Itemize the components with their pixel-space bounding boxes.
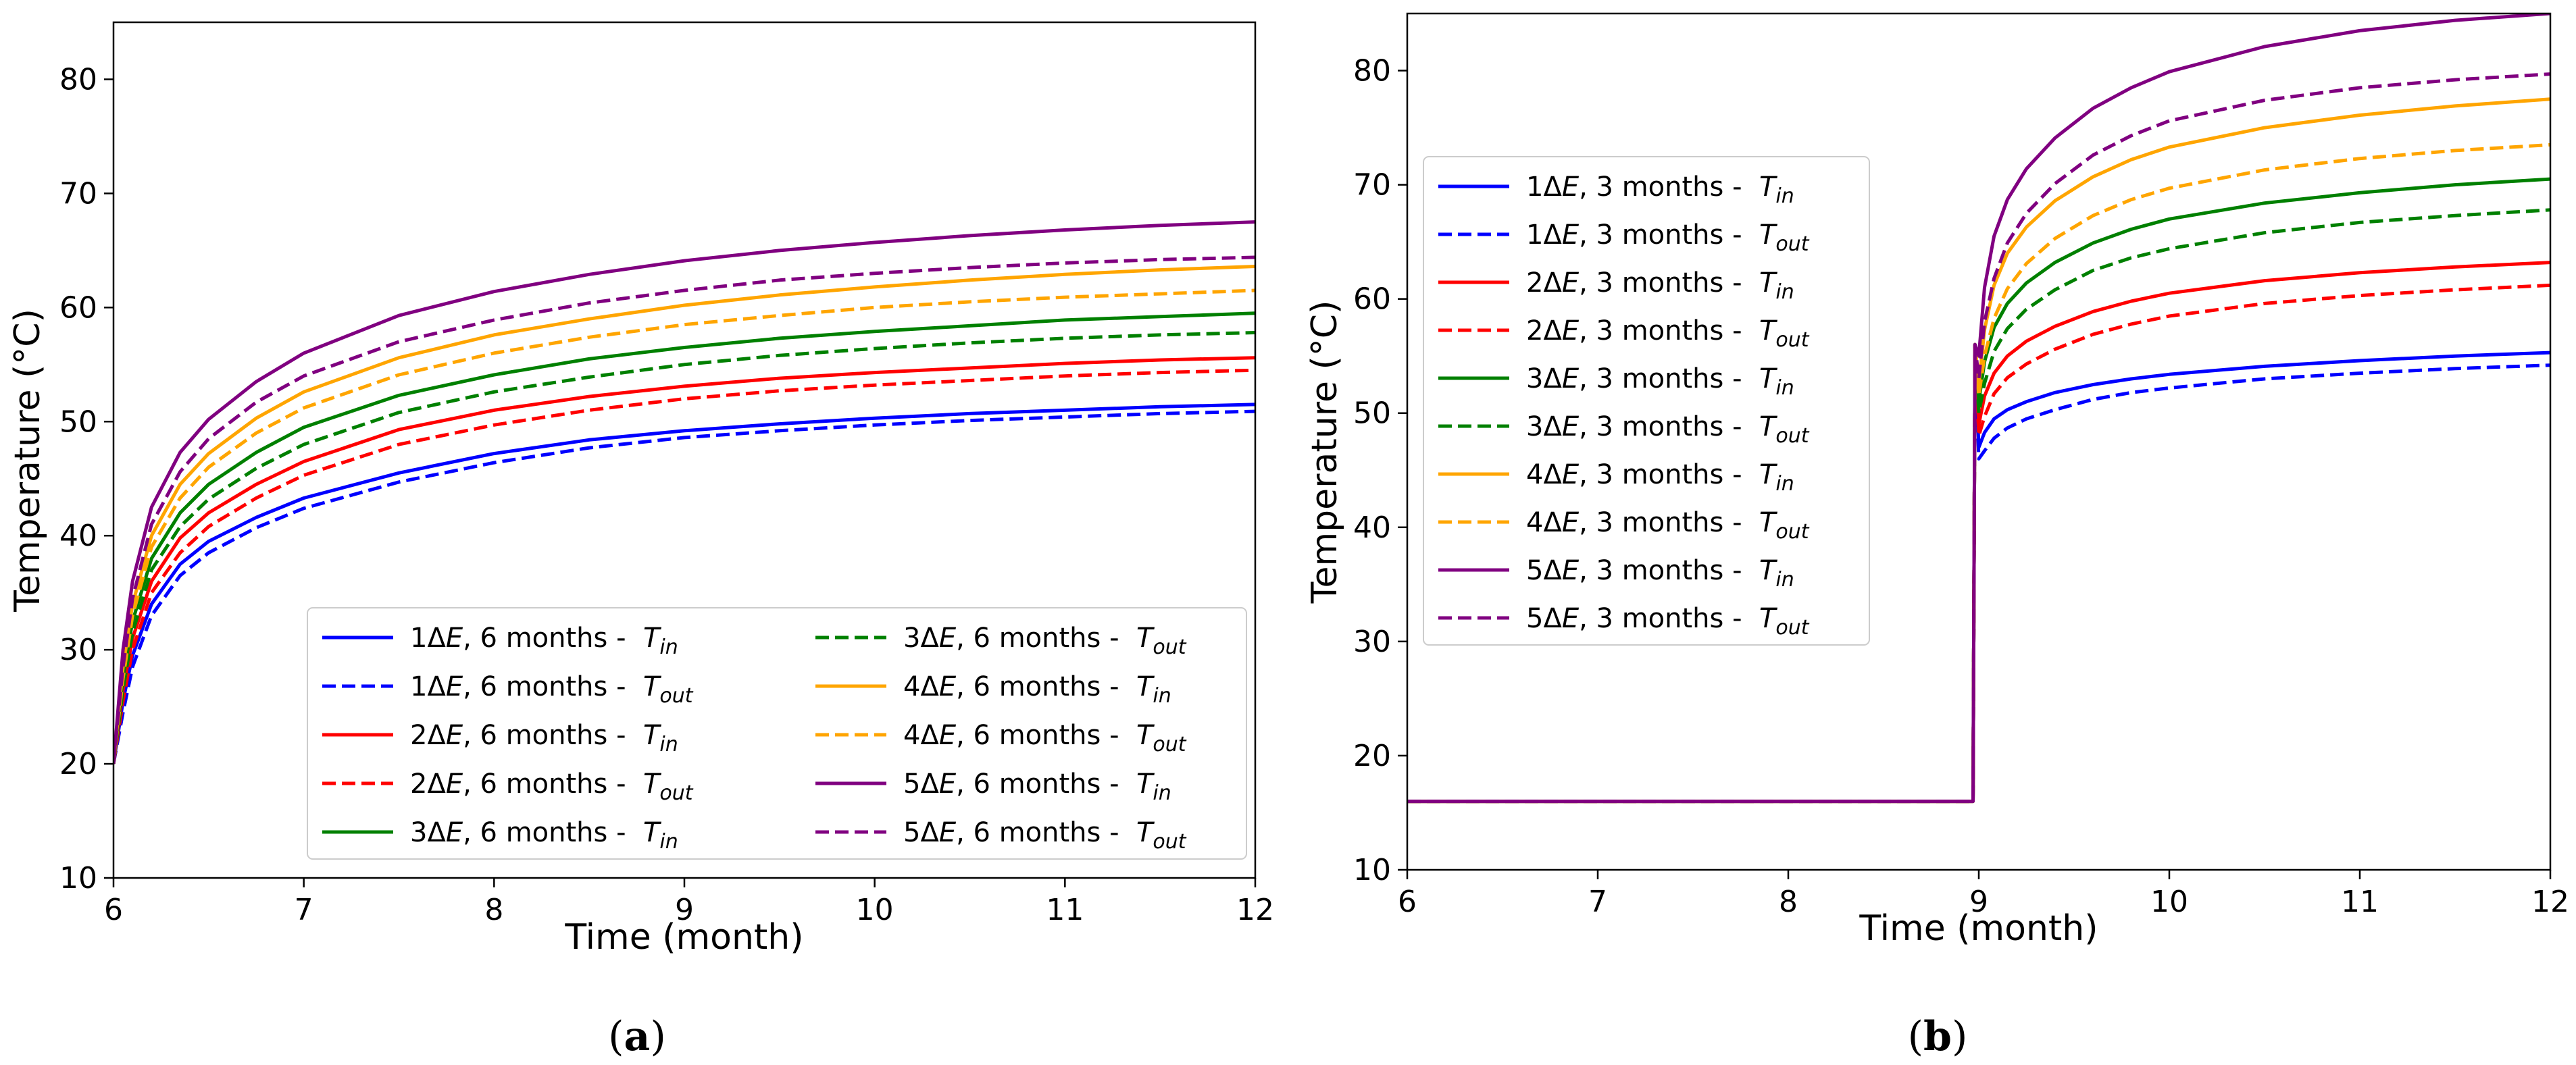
x-tick-label: 6 [1398,885,1417,919]
legend-label: 4ΔE, 3 months - Tin [1526,459,1794,496]
legend-label: 3ΔE, 3 months - Tout [1526,411,1810,448]
x-tick-label: 11 [1046,893,1084,927]
legend-label: 2ΔE, 3 months - Tin [1526,267,1794,304]
x-tick-label: 10 [856,893,894,927]
legend-label: 4ΔE, 6 months - Tin [903,671,1171,708]
legend-label: 2ΔE, 3 months - Tout [1526,315,1810,352]
series-group [113,220,1255,764]
legend-label: 1ΔE, 6 months - Tin [410,623,678,659]
legend-label: 5ΔE, 3 months - Tout [1526,603,1810,640]
y-tick-label: 50 [59,405,97,439]
y-tick-label: 60 [1353,282,1391,317]
chart-panel-b: 6 7 8 9 10 11 12 10 20 30 40 50 60 70 80 Time (month) Te… [1305,12,2569,1060]
legend-label: 4ΔE, 6 months - Tout [903,720,1187,756]
y-tick-label: 10 [1353,853,1391,887]
y-tick-label: 60 [59,290,97,325]
y-tick-label: 30 [59,633,97,667]
legend-label: 1ΔE, 3 months - Tout [1526,219,1810,256]
legend-label: 2ΔE, 6 months - Tin [410,720,678,756]
y-tick-label: 40 [59,519,97,553]
y-axis-label: Temperature (°C) [7,309,48,613]
series-line-2 [113,409,1255,764]
chart-panel-a: 6 7 8 9 10 11 12 10 20 30 40 50 60 70 80 Time (month) Te… [7,21,1274,1060]
y-axis-label: Temperature (°C) [1305,301,1345,604]
series-line-9 [113,220,1255,764]
y-tick-label: 20 [1353,739,1391,773]
y-tick-label: 30 [1353,625,1391,659]
legend-label: 4ΔE, 3 months - Tout [1526,507,1810,544]
x-tick-label: 7 [295,893,313,927]
x-tick-label: 11 [2341,885,2379,919]
y-tick-label: 10 [59,861,97,895]
x-tick-label: 8 [484,893,503,927]
y-tick-label: 40 [1353,511,1391,545]
y-tick-label: 20 [59,747,97,781]
legend-label: 1ΔE, 6 months - Tout [410,671,694,708]
legend-label: 5ΔE, 6 months - Tout [903,817,1187,854]
series-line-3 [113,356,1255,764]
legend-label: 5ΔE, 3 months - Tin [1526,555,1794,592]
series-group [1407,14,2550,804]
legend-label: 3ΔE, 3 months - Tin [1526,363,1794,400]
series-line-4 [113,368,1255,764]
x-tick-label: 9 [675,893,694,927]
series-line-1 [113,402,1255,764]
legend-label: 2ΔE, 6 months - Tout [410,769,694,805]
series-line-10 [1407,72,2550,804]
legend: 1ΔE, 3 months - Tin 1ΔE, 3 months - Tout 2… [1423,156,1870,646]
legend-label: 3ΔE, 6 months - Tout [903,623,1187,659]
x-tick-label: 7 [1588,885,1607,919]
y-tick-label: 80 [1353,54,1391,88]
legend: 1ΔE, 6 months - Tin 1ΔE, 6 months - Tout 2… [307,607,1247,860]
x-tick-label: 8 [1779,885,1798,919]
x-tick-label: 12 [2531,885,2569,919]
x-tick-label: 9 [1969,885,1988,919]
series-line-7 [113,265,1255,764]
series-line-8 [113,288,1255,764]
legend-label: 5ΔE, 6 months - Tin [903,769,1171,805]
panel-caption: (b) [1908,1013,1968,1060]
panel-caption: (a) [608,1013,666,1060]
legend-box [307,607,1247,860]
legend-box [1423,156,1870,646]
x-axis-label: Time (month) [1859,908,2098,949]
x-tick-label: 6 [104,893,123,927]
y-tick-label: 80 [59,62,97,97]
y-tick-label: 70 [59,176,97,211]
legend-label: 1ΔE, 3 months - Tin [1526,172,1794,208]
y-tick-label: 70 [1353,168,1391,203]
series-line-5 [113,311,1255,764]
series-line-6 [113,331,1255,764]
y-tick-label: 50 [1353,396,1391,431]
series-line-6 [1407,208,2550,804]
x-tick-label: 10 [2150,885,2188,919]
legend-label: 3ΔE, 6 months - Tin [410,817,678,854]
x-tick-label: 12 [1236,893,1274,927]
x-axis-label: Time (month) [564,917,803,958]
series-line-10 [113,255,1255,764]
